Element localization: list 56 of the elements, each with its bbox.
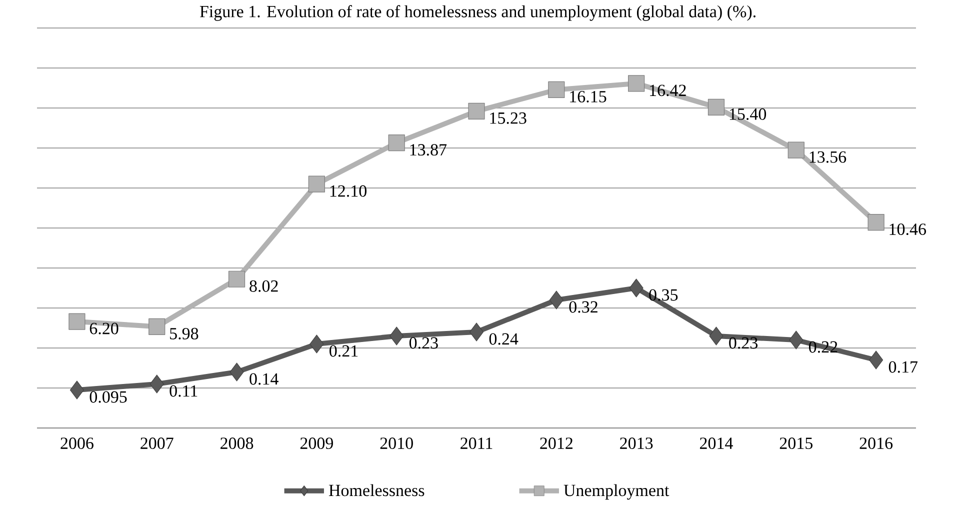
data-label: 0.32: [569, 301, 598, 313]
data-label: 0.14: [250, 373, 278, 385]
x-tick-label: 2012: [540, 438, 572, 450]
data-label: 13.56: [810, 151, 846, 163]
point: [868, 214, 884, 231]
x-tick-label: 2010: [380, 438, 413, 450]
point: [468, 102, 485, 120]
legend-label: Homelessness: [328, 484, 424, 496]
point: [709, 326, 724, 346]
point: [788, 142, 804, 158]
data-label: 15.23: [490, 112, 526, 124]
data-label: 12.10: [330, 185, 366, 197]
point: [148, 318, 166, 335]
x-tick-label: 2007: [140, 438, 174, 450]
data-label: 0.24: [489, 333, 518, 345]
point: [708, 98, 725, 116]
data-label: 13.87: [410, 144, 447, 156]
data-label: 0.17: [888, 361, 918, 373]
data-label: 5.98: [170, 328, 198, 340]
data-label: 0.21: [330, 345, 358, 357]
data-label: 8.02: [250, 280, 278, 292]
x-tick-label: 2006: [60, 438, 94, 450]
x-tick-label: 2014: [700, 438, 733, 450]
point: [789, 330, 804, 350]
x-tick-label: 2008: [220, 438, 254, 450]
point: [68, 313, 86, 330]
point: [388, 134, 405, 152]
data-label: 10.46: [890, 224, 926, 236]
point: [390, 326, 404, 346]
point: [230, 362, 244, 382]
point: [869, 350, 884, 370]
data-label: 15.40: [730, 108, 766, 120]
point: [310, 334, 324, 354]
data-label: 6.20: [90, 322, 118, 334]
chart-title: Figure 1. Evolution of rate of homelessness and unemployment (global data) (%).: [200, 5, 756, 21]
point: [308, 176, 325, 192]
data-label: 0.11: [170, 385, 198, 397]
data-label: 0.23: [729, 337, 758, 349]
point: [228, 270, 246, 288]
data-label: 0.23: [409, 337, 438, 349]
point: [150, 374, 164, 394]
x-tick-label: 2016: [860, 438, 893, 450]
data-label: 0.095: [90, 391, 127, 403]
data-label: 16.42: [650, 84, 686, 96]
x-tick-label: 2009: [300, 438, 333, 450]
point: [628, 75, 645, 92]
data-label: 16.15: [570, 90, 606, 102]
x-tick-label: 2015: [780, 438, 812, 450]
x-tick-label: 2011: [460, 438, 492, 450]
point: [548, 81, 565, 98]
point: [549, 290, 564, 310]
x-tick-label: 2013: [620, 438, 653, 450]
legend-label: Unemployment: [564, 484, 670, 500]
point: [70, 380, 84, 400]
point: [629, 278, 644, 298]
point: [469, 322, 484, 342]
